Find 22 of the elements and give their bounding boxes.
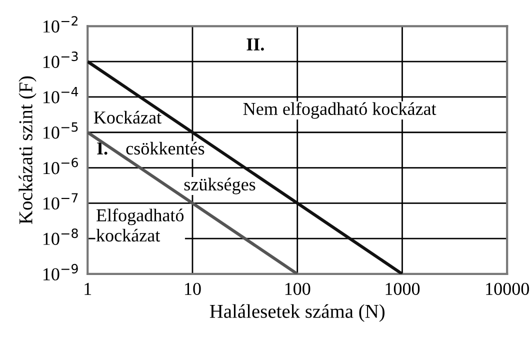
x-tick-label: 10 bbox=[185, 282, 201, 296]
annotation: I. bbox=[97, 142, 108, 155]
annotation: Nem elfogadható kockázat bbox=[243, 102, 436, 119]
y-tick-label: 10$^{−3}$ bbox=[43, 52, 78, 68]
x-axis-title: Halálesetek száma (N) bbox=[210, 304, 384, 322]
x-tick-label: 10000 bbox=[486, 282, 529, 296]
x-tick-label: 1000 bbox=[386, 282, 420, 296]
x-tick-label: 100 bbox=[285, 282, 310, 296]
annotation: Kockázat bbox=[94, 110, 162, 124]
annotation: II. bbox=[246, 38, 264, 51]
y-tick-label: 10$^{−9}$ bbox=[43, 264, 78, 280]
y-tick-label: 10$^{−5}$ bbox=[43, 122, 78, 139]
y-tick-label: 10$^{−7}$ bbox=[43, 193, 78, 210]
y-axis-title: Kockázati szint (F) bbox=[18, 76, 36, 224]
x-tick-label: 1 bbox=[84, 282, 92, 295]
y-tick-label: 10$^{−8}$ bbox=[43, 228, 78, 245]
annotation: Elfogadható kockázat bbox=[96, 208, 184, 242]
y-tick-label: 10$^{−4}$ bbox=[43, 87, 78, 104]
annotation: szükséges bbox=[184, 178, 256, 194]
y-tick-label: 10$^{−2}$ bbox=[43, 16, 78, 33]
y-tick-label: 10$^{−6}$ bbox=[43, 158, 78, 174]
annotation: csökkentés bbox=[126, 142, 204, 155]
